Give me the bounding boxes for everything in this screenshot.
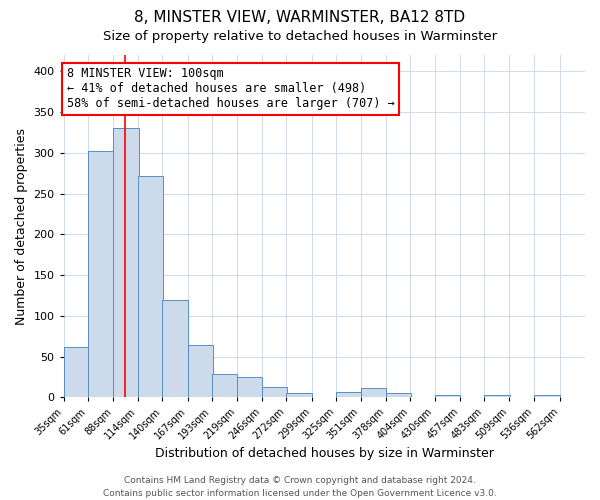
Bar (212, 374, 238, 398)
Bar (435, 395, 460, 398)
Bar (88, 151, 113, 398)
Text: 8 MINSTER VIEW: 100sqm
← 41% of detached houses are smaller (498)
58% of semi-de: 8 MINSTER VIEW: 100sqm ← 41% of detached… (67, 67, 394, 110)
Bar (386, 394, 411, 398)
Bar (64, 347, 89, 398)
Y-axis label: Number of detached properties: Number of detached properties (15, 128, 28, 324)
Bar (484, 395, 510, 398)
Text: Contains HM Land Registry data © Crown copyright and database right 2024.
Contai: Contains HM Land Registry data © Crown c… (103, 476, 497, 498)
Text: Size of property relative to detached houses in Warminster: Size of property relative to detached ho… (103, 30, 497, 43)
Bar (361, 388, 386, 398)
Bar (262, 387, 287, 398)
Bar (188, 345, 213, 398)
Bar (163, 300, 188, 398)
Bar (236, 377, 262, 398)
Bar (286, 394, 311, 398)
Bar (534, 395, 560, 398)
X-axis label: Distribution of detached houses by size in Warminster: Distribution of detached houses by size … (155, 447, 494, 460)
Bar (138, 176, 163, 398)
Text: 8, MINSTER VIEW, WARMINSTER, BA12 8TD: 8, MINSTER VIEW, WARMINSTER, BA12 8TD (134, 10, 466, 25)
Bar (113, 128, 139, 398)
Bar (336, 392, 361, 398)
